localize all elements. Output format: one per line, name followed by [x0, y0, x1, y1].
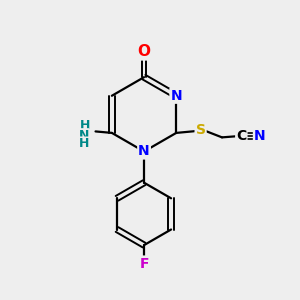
- Text: H: H: [80, 119, 90, 132]
- Text: N: N: [170, 89, 182, 103]
- Text: H: H: [79, 137, 90, 150]
- Text: O: O: [138, 44, 151, 59]
- Text: N: N: [254, 129, 266, 143]
- Text: N: N: [79, 129, 89, 142]
- Text: F: F: [139, 256, 149, 271]
- Text: N: N: [138, 145, 150, 158]
- Text: C: C: [236, 129, 246, 143]
- Text: S: S: [196, 123, 206, 137]
